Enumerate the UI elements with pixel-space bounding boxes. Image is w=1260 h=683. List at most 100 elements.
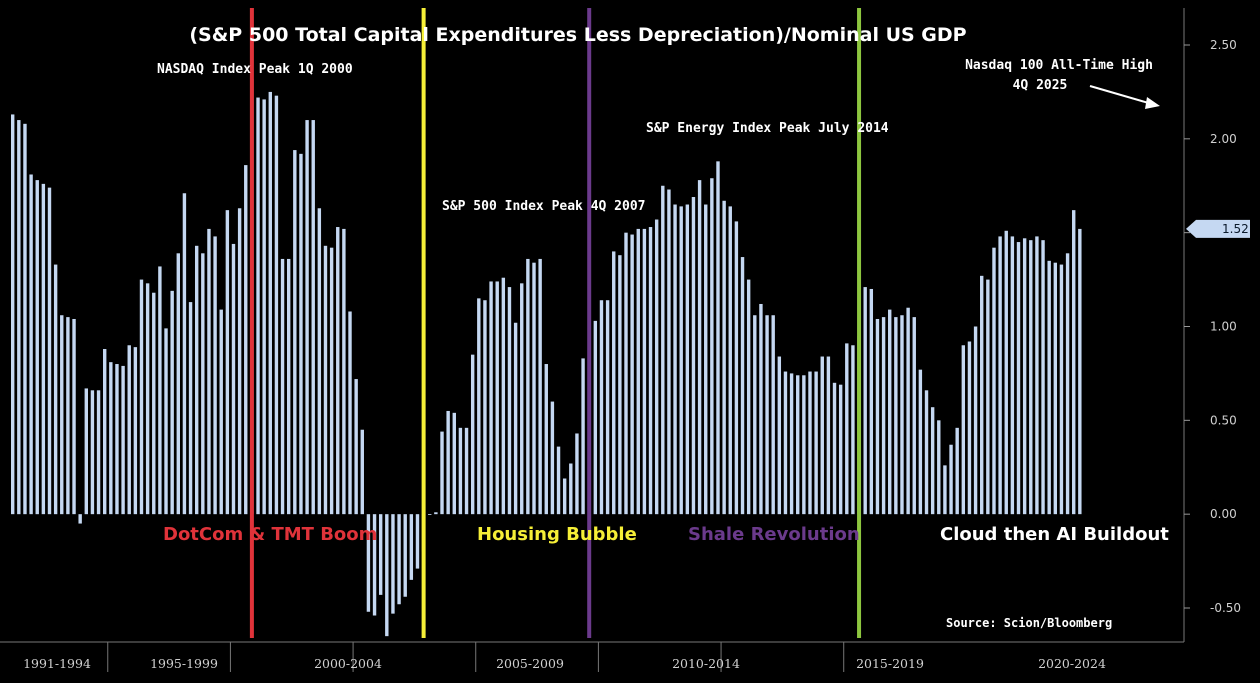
bar	[1035, 236, 1039, 515]
y-tick-label: 2.00	[1210, 132, 1237, 146]
bar	[1022, 238, 1027, 515]
bar	[237, 208, 242, 515]
x-period-separators	[107, 642, 845, 672]
bar	[581, 358, 585, 515]
event-line-1	[421, 8, 426, 638]
bar	[53, 264, 58, 515]
bars	[11, 78, 1082, 637]
bar	[716, 161, 720, 515]
bar	[624, 232, 628, 515]
bar	[477, 298, 481, 515]
bar	[888, 309, 892, 515]
bar	[771, 315, 775, 515]
bar	[72, 318, 76, 515]
bar	[403, 514, 407, 597]
bar	[955, 427, 959, 515]
bar	[17, 120, 21, 515]
bar	[176, 253, 180, 515]
era-label-cloud-ai: Cloud then AI Buildout	[940, 524, 1169, 545]
bar	[569, 463, 573, 515]
bar	[446, 410, 450, 515]
bar	[838, 384, 843, 515]
bar	[452, 412, 456, 515]
bar	[654, 219, 659, 515]
bar	[845, 343, 849, 515]
x-label-2020-2024: 2020-2024	[1038, 656, 1106, 671]
bar	[428, 514, 432, 515]
bar	[679, 206, 683, 515]
bar	[182, 193, 187, 515]
bar	[1047, 260, 1051, 515]
bar	[973, 326, 978, 515]
bar	[231, 243, 236, 515]
bar	[759, 303, 763, 515]
era-label-housing: Housing Bubble	[477, 524, 637, 545]
bar	[814, 371, 818, 515]
bar	[918, 369, 923, 515]
bar	[685, 204, 690, 515]
bar	[802, 375, 806, 515]
bar	[832, 382, 837, 515]
bar	[366, 514, 371, 612]
bar	[826, 356, 831, 515]
bar	[912, 317, 916, 515]
x-axis: 1991-1994 1995-1999 2000-2004 2005-2009 …	[0, 641, 1184, 672]
bar	[906, 307, 910, 515]
bar	[710, 178, 714, 515]
bar	[513, 322, 518, 515]
bar	[820, 356, 824, 515]
bar	[526, 258, 530, 515]
bar	[256, 97, 260, 515]
bar	[943, 465, 947, 515]
bar	[158, 266, 162, 515]
bar	[329, 247, 334, 515]
bar	[139, 279, 144, 515]
annotation-nasdaq-peak: NASDAQ Index Peak 1Q 2000	[157, 62, 353, 77]
event-line-0	[249, 8, 254, 638]
bar	[23, 123, 27, 515]
bar	[103, 349, 107, 515]
y-tick-label: 0.00	[1210, 507, 1237, 521]
bar	[550, 401, 555, 515]
bar	[808, 371, 812, 515]
era-label-shale: Shale Revolution	[688, 524, 860, 545]
bar	[434, 512, 438, 515]
bar	[697, 180, 702, 515]
bar	[311, 120, 315, 515]
bar	[286, 258, 291, 515]
y-tick-label: 1.00	[1210, 320, 1237, 334]
bar	[483, 300, 487, 515]
bar	[60, 315, 64, 515]
bar	[1010, 236, 1015, 515]
bar	[78, 514, 82, 524]
bar	[317, 208, 322, 515]
bar	[495, 281, 499, 515]
bar	[354, 379, 358, 515]
bar	[863, 287, 867, 515]
y-tick-label: -0.50	[1210, 601, 1241, 615]
bar	[986, 279, 990, 515]
bar	[1016, 242, 1021, 515]
bar	[562, 478, 567, 515]
bar	[360, 429, 364, 515]
bar	[924, 390, 929, 515]
bar	[29, 174, 33, 515]
bar	[219, 309, 223, 515]
bar	[900, 315, 904, 515]
bar	[464, 427, 469, 515]
bar	[41, 183, 46, 515]
bar	[777, 356, 782, 515]
bar	[170, 290, 174, 515]
bar	[691, 197, 696, 515]
bar	[409, 514, 414, 580]
bar	[133, 347, 138, 515]
bar	[599, 300, 604, 515]
bar	[90, 390, 95, 515]
bar	[293, 150, 297, 515]
bar	[109, 362, 113, 515]
bar	[740, 257, 745, 515]
event-line-2	[587, 8, 592, 638]
bar	[532, 262, 536, 515]
bar	[207, 228, 211, 515]
bar	[188, 302, 193, 515]
